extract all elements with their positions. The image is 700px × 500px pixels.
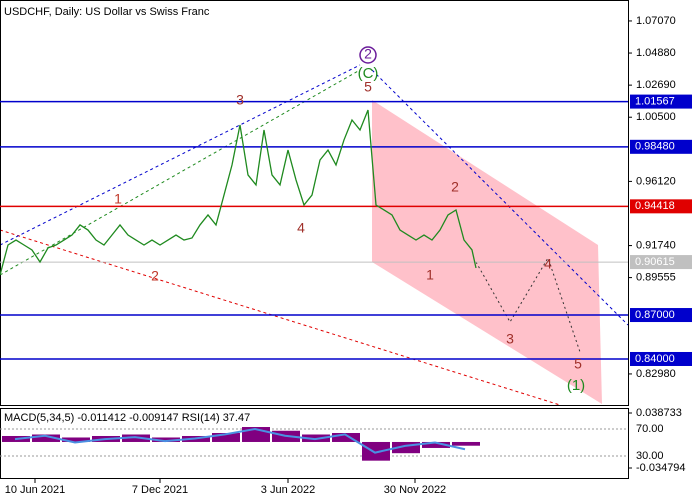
wave-label: 5 xyxy=(574,356,582,372)
price-line xyxy=(0,109,477,276)
level-label: 1.01567 xyxy=(635,95,675,107)
macd-bar xyxy=(32,434,60,442)
wave-label: (C) xyxy=(358,65,379,82)
macd-bar xyxy=(422,441,450,448)
y-tick-label: 0.91740 xyxy=(636,239,676,251)
projection xyxy=(475,256,581,353)
macd-bar xyxy=(392,441,420,454)
x-tick-label: 10 Jun 2021 xyxy=(5,484,66,496)
y-tick-label: 1.00500 xyxy=(636,111,676,123)
wave-label: 1 xyxy=(114,191,122,207)
y-tick-label: 0.82980 xyxy=(636,368,676,380)
y-tick-label: 1.07070 xyxy=(636,15,676,27)
y-tick-label: 1.02690 xyxy=(636,79,676,91)
indicator-tick-label: -0.034794 xyxy=(636,462,686,474)
x-tick-label: 3 Jun 2022 xyxy=(261,484,315,496)
level-tag xyxy=(630,351,692,366)
macd-bar xyxy=(452,441,480,446)
level-label: 0.87000 xyxy=(635,309,675,321)
level-tag xyxy=(630,94,692,109)
macd-bar xyxy=(332,432,360,442)
y-tick-label: 1.04880 xyxy=(636,47,676,59)
wave-circle xyxy=(359,46,377,64)
rsi-tick-label: 70.00 xyxy=(636,423,664,435)
level-tag xyxy=(630,255,692,270)
level-label: 0.94418 xyxy=(635,200,675,212)
channel xyxy=(372,100,602,404)
trend-line xyxy=(0,229,561,406)
level-label: 0.84000 xyxy=(635,353,675,365)
y-tick-label: 0.89555 xyxy=(636,272,676,284)
macd-bar xyxy=(212,432,240,442)
level-tag xyxy=(630,308,692,323)
level-label: 0.90615 xyxy=(635,256,675,268)
wave-label: 3 xyxy=(506,331,514,347)
wave-label: 5 xyxy=(364,79,372,95)
wave-label: 2 xyxy=(451,179,459,195)
wave-label: 1 xyxy=(426,267,434,283)
x-tick-label: 30 Nov 2022 xyxy=(384,484,446,496)
wave-label: 4 xyxy=(544,256,552,272)
trend-line xyxy=(0,64,361,246)
level-tag xyxy=(630,199,692,214)
macd-bar xyxy=(62,437,90,442)
rsi-line xyxy=(14,427,466,454)
wave-label: 4 xyxy=(297,220,305,236)
level-label: 0.98480 xyxy=(635,141,675,153)
main-panel xyxy=(0,0,629,406)
trend-line xyxy=(371,69,629,326)
x-tick-label: 7 Dec 2021 xyxy=(132,484,188,496)
indicator-panel xyxy=(0,408,629,479)
indicator-tick-label: 0.038733 xyxy=(636,407,682,419)
wave-label: (1) xyxy=(567,377,585,394)
macd-bar xyxy=(362,441,390,461)
level-tag xyxy=(630,139,692,154)
y-tick-label: 0.96120 xyxy=(636,175,676,187)
chart-title: USDCHF, Daily: US Dollar vs Swiss Franc xyxy=(4,6,210,18)
wave-label: 3 xyxy=(236,92,244,108)
rsi-tick-label: 30.00 xyxy=(636,450,664,462)
wave-label: 2 xyxy=(364,46,372,62)
macd-bar xyxy=(152,437,180,442)
indicator-label: MACD(5,34,5) -0.011412 -0.009147 RSI(14)… xyxy=(4,412,250,424)
wave-label: 2 xyxy=(151,268,159,284)
